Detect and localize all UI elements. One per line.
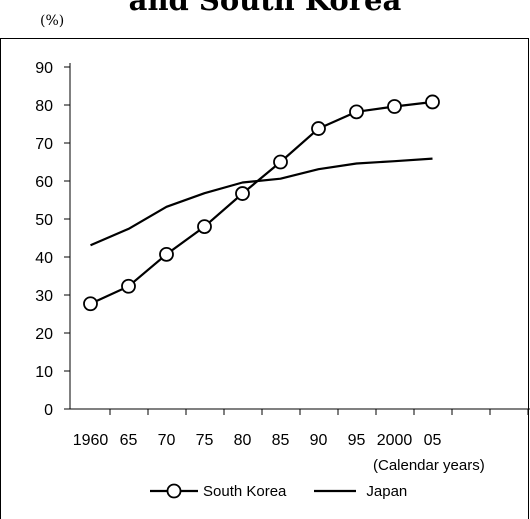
legend: South Korea Japan [150, 478, 407, 504]
data-point [121, 278, 136, 294]
x-tick-label: 90 [310, 432, 328, 449]
y-tick-label: 40 [35, 250, 53, 267]
series-line-south-korea [90, 100, 433, 305]
series-layer [83, 94, 440, 312]
x-axis-label: (Calendar years) [373, 457, 485, 474]
data-point [273, 154, 288, 170]
y-tick-label: 30 [35, 288, 53, 305]
y-tick-label: 50 [35, 212, 53, 229]
y-tick-label: 80 [35, 98, 53, 115]
chart-title-clip: and South Korea [0, 0, 530, 18]
data-point [349, 104, 364, 120]
x-tick-label: 75 [196, 432, 214, 449]
chart-frame [0, 38, 529, 519]
x-tick-label: 80 [234, 432, 252, 449]
x-tick-label: 05 [424, 432, 442, 449]
x-tick-label: 85 [272, 432, 290, 449]
legend-label-japan: Japan [366, 482, 408, 500]
data-point [235, 186, 250, 201]
y-tick-label: 0 [44, 402, 53, 419]
y-tick-label: 70 [35, 136, 53, 153]
data-point [387, 99, 402, 114]
legend-swatch-circle-line [150, 483, 198, 499]
chart-title: and South Korea [128, 0, 402, 17]
legend-item-japan: Japan [314, 481, 407, 501]
y-tick-label: 20 [35, 326, 53, 343]
data-point [159, 246, 174, 262]
y-tick-label: 60 [35, 174, 53, 191]
x-tick-label: 1960 [73, 432, 109, 449]
legend-label-south-korea: South Korea [203, 482, 287, 500]
data-point [83, 296, 98, 312]
legend-item-south-korea: South Korea [150, 481, 286, 501]
x-tick-label: 2000 [377, 432, 413, 449]
x-tick-label: 70 [158, 432, 176, 449]
data-point [425, 94, 440, 110]
series-line-japan [90, 157, 433, 247]
legend-swatch-line [314, 489, 357, 493]
data-point [197, 219, 212, 235]
x-tick-label: 95 [348, 432, 366, 449]
axes: 0 10 20 30 40 50 60 70 80 90 1960 65 70 75 80 85 90 95 200… [35, 60, 530, 449]
y-tick-label: 10 [35, 364, 53, 381]
y-axis-label: (%) [40, 13, 65, 29]
data-point [311, 121, 326, 136]
x-tick-label: 65 [120, 432, 138, 449]
y-tick-label: 90 [35, 60, 53, 77]
